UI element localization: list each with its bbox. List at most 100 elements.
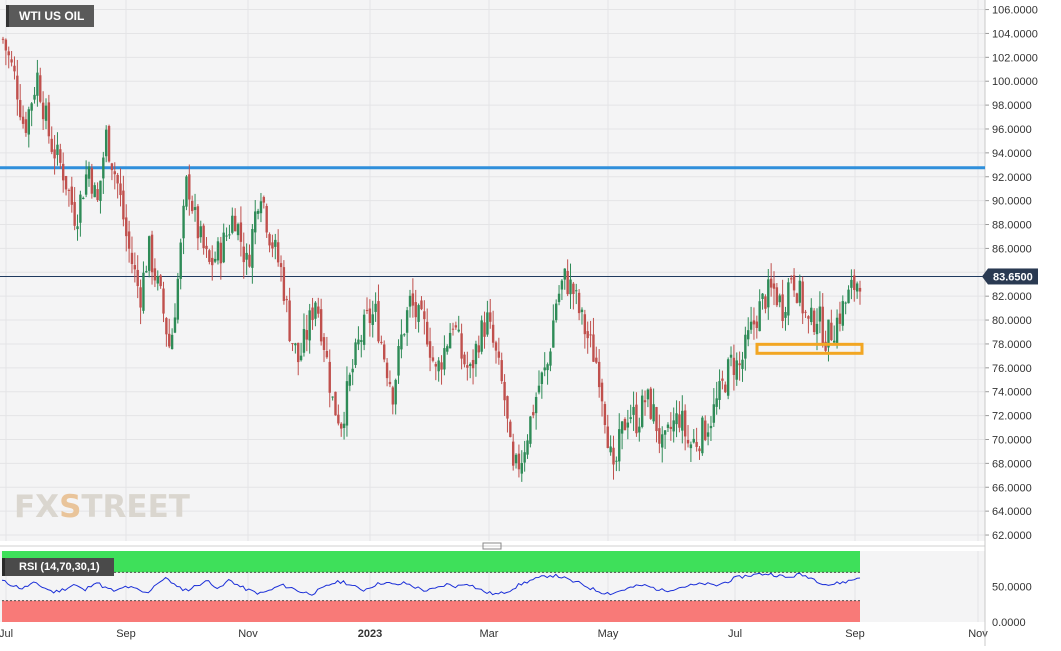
candle-body (589, 334, 592, 336)
y-tick-label: 72.0000 (992, 411, 1032, 423)
candle-body (256, 210, 260, 214)
candle-body (423, 311, 426, 320)
candle-body (698, 448, 701, 452)
candle-body (638, 426, 641, 433)
candle-body (383, 344, 386, 360)
x-tick-label: Nov (968, 628, 988, 640)
candle-body (394, 379, 397, 405)
candle-body (374, 303, 377, 312)
candle-body (400, 334, 403, 350)
candle-body (314, 302, 317, 319)
candle-body (165, 318, 168, 335)
candle-body (84, 174, 88, 195)
y-tick-label: 70.0000 (992, 434, 1032, 446)
candle-body (732, 357, 736, 375)
candle-body (385, 362, 389, 379)
y-tick-label: 80.0000 (992, 315, 1032, 327)
candle-body (741, 359, 744, 369)
x-tick-label: May (598, 628, 619, 640)
candle-body (801, 281, 804, 314)
candle-body (225, 235, 228, 237)
candle-body (288, 300, 291, 342)
candle-body (274, 239, 277, 247)
candle-body (325, 350, 329, 358)
candle-body (205, 245, 208, 250)
candle-body (10, 59, 13, 63)
candle-body (193, 207, 197, 210)
candle-body (540, 372, 544, 385)
candle-body (79, 194, 82, 223)
candle-body (586, 331, 589, 339)
candle-body (626, 422, 630, 428)
candle-body (125, 217, 128, 237)
candle-body (552, 320, 555, 348)
x-tick-label: Mar (480, 628, 499, 640)
candle-body (483, 322, 486, 337)
candle-body (340, 423, 343, 429)
candle-body (102, 157, 105, 179)
candle-body (514, 454, 518, 464)
candle-body (331, 396, 334, 398)
candle-body (532, 412, 535, 416)
candle-body (675, 413, 678, 425)
candle-body (471, 359, 475, 369)
y-tick-label: 100.0000 (992, 76, 1038, 88)
candle-body (362, 314, 366, 345)
y-tick-label: 64.0000 (992, 506, 1032, 518)
candle-body (21, 116, 25, 124)
candle-body (474, 343, 478, 365)
candle-body (328, 361, 331, 393)
candle-body (254, 211, 257, 233)
candle-body (767, 279, 770, 308)
candle-body (827, 319, 830, 348)
candle-body (53, 149, 56, 159)
candle-body (821, 306, 824, 345)
candle-body (216, 241, 220, 261)
candle-body (704, 420, 707, 441)
candle-body (652, 404, 655, 422)
candle-body (566, 270, 569, 295)
candle-body (233, 215, 237, 232)
candle-body (841, 301, 845, 326)
candle-body (600, 382, 604, 402)
candle-body (357, 339, 360, 345)
candle-body (529, 416, 532, 444)
candle-body (451, 328, 455, 330)
candle-body (506, 396, 509, 419)
candle-body (543, 367, 546, 371)
rsi-line (1, 572, 861, 596)
candle-body (319, 309, 323, 342)
candle-body (16, 75, 19, 100)
candle-body (500, 360, 503, 382)
candle-body (511, 441, 515, 466)
candle-body (73, 202, 76, 226)
candle-body (199, 226, 202, 238)
candle-body (202, 225, 205, 249)
candle-body (575, 290, 578, 292)
candle-body (248, 254, 251, 267)
y-tick-label: 102.0000 (992, 52, 1038, 64)
candle-body (709, 425, 713, 429)
candle-body (44, 105, 48, 121)
candle-body (810, 307, 813, 323)
candle-body (70, 186, 73, 205)
candle-body (446, 346, 449, 352)
candle-body (30, 103, 33, 111)
candle-body (738, 363, 741, 366)
candle-body (107, 126, 111, 162)
candle-body (150, 234, 154, 273)
candle-body (818, 306, 822, 322)
candle-body (133, 265, 137, 270)
candle-body (706, 432, 710, 437)
candle-body (812, 310, 816, 333)
rsi-y-tick-label: 50.0000 (992, 582, 1032, 594)
candle-body (701, 417, 704, 454)
candle-body (99, 180, 102, 201)
candle-body (24, 119, 28, 133)
candle-body (612, 447, 615, 465)
candle-body (414, 302, 417, 318)
rsi-overbought-zone (2, 551, 860, 573)
candle-body (153, 268, 157, 281)
candle-body (13, 65, 16, 72)
y-tick-label: 78.0000 (992, 339, 1032, 351)
